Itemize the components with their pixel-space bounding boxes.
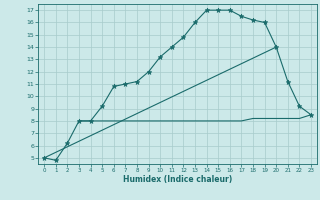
- X-axis label: Humidex (Indice chaleur): Humidex (Indice chaleur): [123, 175, 232, 184]
